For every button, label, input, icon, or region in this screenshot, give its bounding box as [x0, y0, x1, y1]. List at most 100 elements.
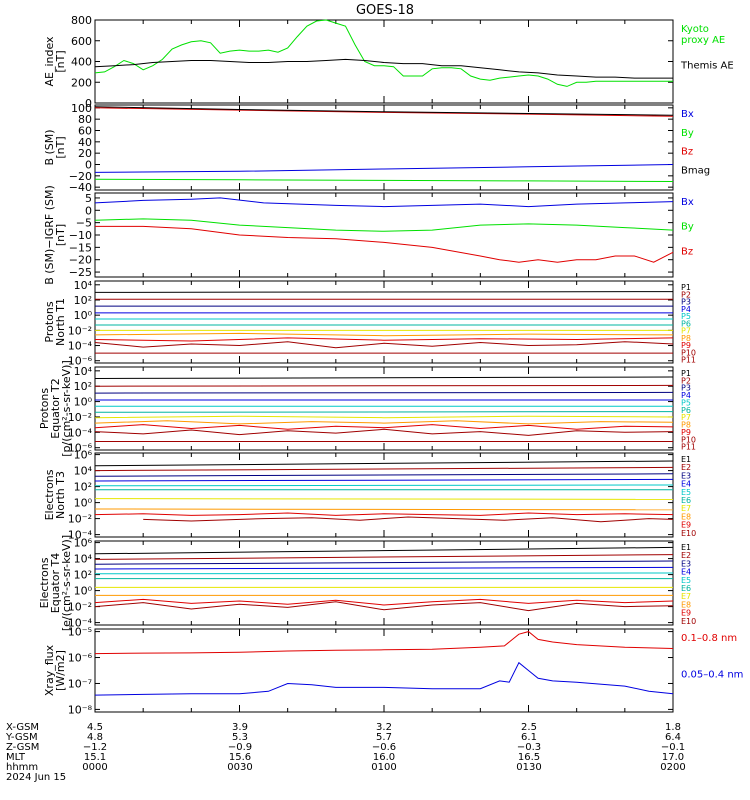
- legend-entry-line: P5: [681, 398, 691, 407]
- legend-entry: P2: [681, 376, 691, 385]
- series-line-p8: [94, 420, 674, 425]
- legend-entry: E6: [681, 496, 691, 505]
- footer-value: 5.3: [232, 732, 248, 743]
- series-line-p8: [94, 332, 674, 337]
- legend-entry-line: P8: [681, 421, 691, 430]
- legend-entry: P9: [681, 428, 691, 437]
- legend-entry-line: E4: [681, 480, 691, 489]
- y-axis-label-line: [nT]: [54, 136, 67, 158]
- series-line-e4: [94, 566, 674, 570]
- series-line-by: [94, 178, 674, 182]
- y-axis-label-line: B (SM)−IGRF (SM): [43, 185, 56, 285]
- series-line-e10: [143, 516, 674, 523]
- series-line-bz: [94, 107, 674, 117]
- legend-entry-line: P5: [681, 312, 691, 321]
- footer-value: 6.1: [521, 732, 537, 743]
- y-tick-label: 10²: [74, 380, 92, 393]
- y-tick-label: 10⁻⁴: [68, 529, 93, 542]
- y-axis-label-line: North T3: [54, 471, 67, 519]
- y-tick-label: 10⁰: [74, 309, 93, 322]
- footer-value: 0000: [82, 762, 107, 773]
- y-tick-label: 10⁴: [74, 279, 93, 292]
- series-line-p7: [94, 415, 674, 419]
- legend-entry: E9: [681, 609, 691, 618]
- panel-frame: [94, 366, 674, 451]
- legend-entry: E10: [681, 529, 696, 538]
- legend-entry: P3: [681, 384, 691, 393]
- y-axis-label-line: [p/(cm²-s-sr-keV)]: [60, 360, 73, 457]
- legend-entry: P8: [681, 421, 691, 430]
- series-line-p6: [94, 411, 674, 413]
- legend-entry: P4: [681, 391, 691, 400]
- legend-entry: P1: [681, 369, 691, 378]
- y-axis-label: Xray_flux[W/m2]: [43, 644, 67, 696]
- legend-entry-line: E7: [681, 504, 691, 513]
- footer-value: 3.2: [376, 722, 392, 733]
- legend-entry: P5: [681, 312, 691, 321]
- y-tick-label: 10⁻²: [68, 411, 92, 424]
- legend-entry-line: Themis AE: [680, 61, 734, 72]
- footer-value: 1.8: [665, 722, 681, 733]
- series-line-themis-ae: [94, 58, 673, 79]
- series-line-e9: [94, 598, 674, 606]
- y-tick-label: 60: [78, 125, 92, 138]
- y-tick-label: 10⁻⁴: [68, 340, 93, 353]
- legend-entry-line: E9: [681, 609, 691, 618]
- y-tick-label: −20: [69, 254, 92, 267]
- legend-entry: P4: [681, 305, 691, 314]
- legend-entry: P11: [681, 443, 696, 452]
- y-tick-label: 40: [78, 136, 92, 149]
- legend-entry-line: P7: [681, 413, 691, 422]
- series-line-by: [94, 218, 674, 232]
- series-line-p2: [94, 384, 674, 387]
- series-line-0.05–0.4-nm: [94, 661, 674, 696]
- footer-value: 16.0: [373, 752, 395, 763]
- panel-frame: [94, 192, 674, 278]
- footer-value: 5.7: [376, 732, 392, 743]
- series-line-e8: [94, 508, 674, 511]
- legend-entry-line: E1: [681, 455, 691, 464]
- y-axis-label-line: [e/(cm²-s-sr-keV)]: [60, 535, 73, 631]
- legend-entry-line: E6: [681, 496, 691, 505]
- series-line-e5: [94, 572, 674, 575]
- footer-value: 6.4: [665, 732, 681, 743]
- legend-entry: P8: [681, 334, 691, 343]
- series-line-p10: [94, 428, 674, 436]
- series-line-e7: [94, 498, 674, 500]
- legend-entry-line: E10: [681, 529, 696, 538]
- y-axis-label-line: Equator T4: [49, 553, 62, 613]
- legend-entry-line: 0.05–0.4 nm: [681, 670, 743, 681]
- legend-entry: Bx: [681, 197, 694, 208]
- legend-entry: E4: [681, 480, 691, 489]
- legend-entry-line: Bz: [681, 246, 693, 257]
- footer-value: 15.6: [229, 752, 251, 763]
- y-tick-label: 200: [71, 76, 92, 89]
- footer-value: −0.3: [517, 742, 541, 753]
- footer-value: 0030: [227, 762, 252, 773]
- legend-entry: E7: [681, 504, 691, 513]
- footer-value: 4.5: [87, 722, 103, 733]
- series-line-bx: [94, 197, 674, 208]
- y-tick-label: 10²: [74, 569, 92, 582]
- legend-entry: P6: [681, 406, 691, 415]
- series-line-p9: [94, 337, 674, 342]
- series-line-e1: [94, 546, 674, 555]
- legend-entry: E9: [681, 521, 691, 530]
- legend-entry-line: By: [681, 128, 694, 139]
- y-axis-label-line: [nT]: [54, 224, 67, 246]
- legend-entry-line: E10: [681, 617, 696, 626]
- y-tick-label: 0: [85, 204, 92, 217]
- footer-value: −0.9: [228, 742, 252, 753]
- legend-entry-line: P4: [681, 391, 691, 400]
- y-tick-label: 10⁰: [74, 585, 93, 598]
- footer-row-label: MLT: [6, 752, 26, 763]
- legend-entry: E6: [681, 584, 691, 593]
- series-line-p3: [94, 391, 674, 394]
- y-axis-label-line: Xray_flux: [43, 644, 56, 696]
